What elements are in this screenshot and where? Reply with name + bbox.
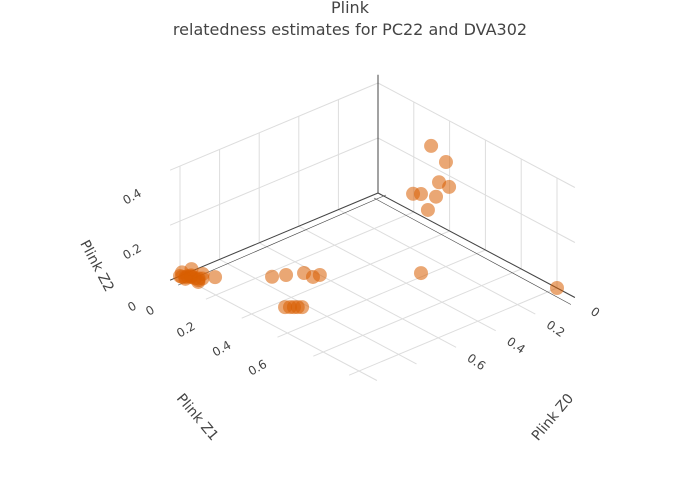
data-point[interactable]	[312, 267, 327, 282]
floor-gridline	[348, 287, 558, 376]
floor-gridline	[338, 209, 536, 315]
axis-titles: Plink Z0 Plink Z1 Plink Z2	[76, 238, 577, 445]
z2-axis-title: Plink Z2	[76, 238, 116, 295]
wall-gridline	[169, 82, 379, 171]
data-point[interactable]	[424, 138, 439, 153]
z0-tick-label: 0.6	[465, 351, 489, 373]
data-point[interactable]	[550, 281, 564, 295]
z0-axis-title: Plink Z0	[529, 391, 577, 444]
data-point[interactable]	[413, 266, 428, 281]
data-point[interactable]	[413, 187, 428, 202]
z1-tick-label: 0	[143, 303, 157, 319]
data-point[interactable]	[429, 189, 444, 204]
floor-gridline	[219, 258, 417, 365]
z0-tick-label: 0	[588, 304, 602, 320]
wall-gridline	[377, 82, 576, 188]
z1-tick-label: 0.6	[246, 357, 270, 379]
floor-gridline	[277, 249, 486, 338]
floor-gridline	[258, 242, 457, 348]
floor-gridline	[313, 268, 522, 357]
z0-axis-line-offset	[177, 194, 387, 286]
floor-gridline	[298, 225, 496, 332]
data-point[interactable]	[265, 269, 280, 284]
z2-tick-label: 0	[125, 299, 139, 315]
z1-tick-label: 0.2	[174, 319, 198, 341]
data-point[interactable]	[178, 271, 193, 286]
data-points[interactable]	[173, 138, 564, 315]
z0-tick-label: 0.2	[544, 318, 568, 340]
wall-gridline	[377, 137, 576, 243]
data-point[interactable]	[208, 270, 223, 285]
z2-tick-label: 0.2	[120, 241, 144, 263]
z1-axis-line	[377, 192, 576, 298]
data-point[interactable]	[420, 202, 435, 217]
data-point[interactable]	[191, 273, 206, 288]
z1-axis-title: Plink Z1	[173, 391, 221, 444]
floor-gridline	[241, 230, 450, 319]
axis-lines	[169, 74, 576, 305]
data-point[interactable]	[438, 155, 453, 170]
z1-tick-label: 0.4	[210, 338, 234, 360]
z0-axis-line	[169, 192, 379, 281]
chart-title-line1: Plink	[331, 0, 370, 17]
data-point[interactable]	[442, 179, 457, 194]
z0-tick-label: 0.4	[504, 334, 528, 356]
z2-tick-label: 0.4	[120, 186, 144, 208]
data-point[interactable]	[295, 300, 310, 315]
floor-gridline	[179, 275, 378, 381]
z1-axis-line-offset	[373, 197, 572, 305]
wall-gridline	[169, 137, 379, 226]
data-point[interactable]	[279, 268, 294, 283]
chart-title-line2: relatedness estimates for PC22 and DVA30…	[173, 20, 527, 39]
floor-gridline	[205, 211, 414, 300]
